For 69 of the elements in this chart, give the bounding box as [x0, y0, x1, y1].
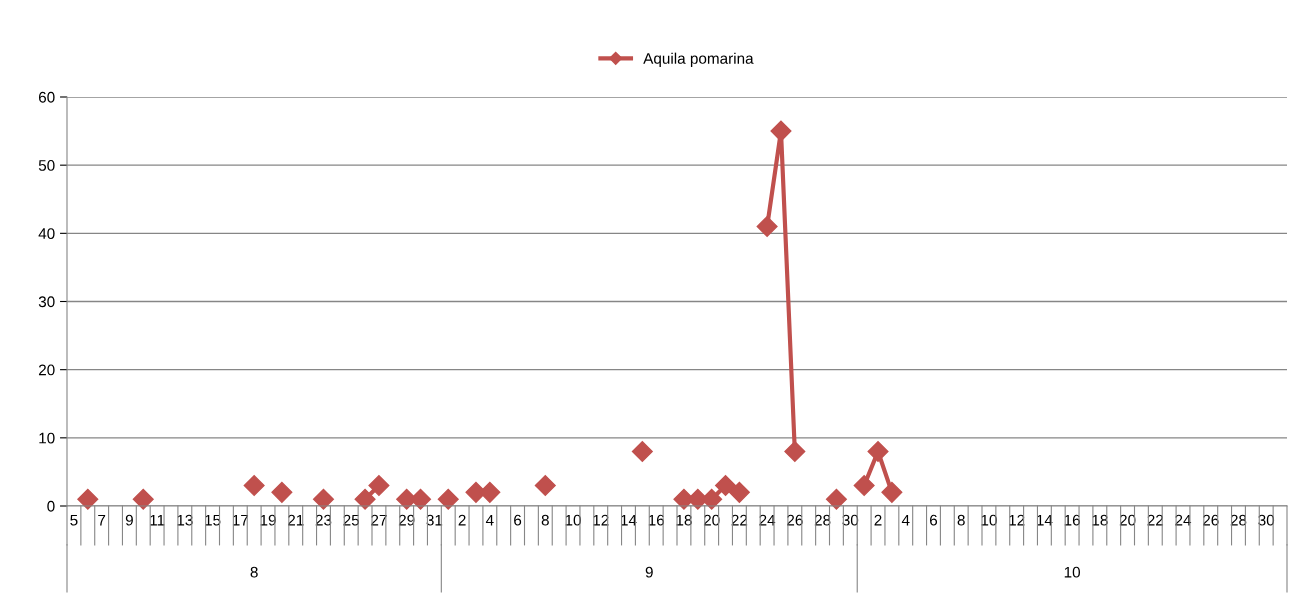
x-tick-label: 26 [787, 514, 803, 526]
point [243, 475, 265, 497]
point [312, 488, 334, 510]
x-tick-label: 2 [874, 514, 882, 526]
point [853, 475, 875, 497]
x-tick-label: 10 [565, 514, 581, 526]
x-tick-label: 26 [1203, 514, 1219, 526]
x-tick-label: 13 [177, 514, 193, 526]
point [770, 120, 792, 142]
x-tick-label: 8 [957, 514, 965, 526]
point [715, 475, 737, 497]
x-tick-label: 24 [1175, 514, 1192, 526]
x-tick-label: 10 [981, 514, 997, 526]
y-tick-label: 20 [38, 364, 55, 376]
x-tick-label: 21 [288, 514, 304, 526]
x-tick-label: 19 [260, 514, 276, 526]
y-tick-label: 30 [38, 296, 55, 308]
point [631, 440, 653, 462]
x-tick-label: 16 [1064, 514, 1080, 526]
x-tick-label: 14 [1037, 514, 1053, 526]
point [132, 488, 154, 510]
x-tick-label: 27 [371, 514, 387, 526]
point [784, 440, 806, 462]
x-tick-label: 4 [901, 514, 910, 526]
text: 8 [250, 566, 258, 578]
text: 10 [1064, 566, 1081, 578]
y-tick-label: 50 [38, 160, 55, 171]
legend-label: Aquila pomarina [643, 52, 754, 67]
x-tick-label: 30 [1258, 514, 1275, 526]
text: 9 [645, 566, 653, 578]
point [728, 481, 750, 503]
x-tick-label: 7 [98, 514, 106, 526]
x-tick-label: 24 [759, 514, 776, 526]
x-tick-label: 18 [1092, 514, 1108, 526]
point [534, 475, 556, 497]
x-tick-label: 12 [593, 514, 609, 526]
x-tick-label: 14 [621, 514, 637, 526]
x-tick-label: 30 [842, 514, 859, 526]
x-tick-label: 2 [458, 514, 466, 526]
x-tick-label: 12 [1009, 514, 1025, 526]
x-tick-label: 11 [150, 514, 165, 526]
x-tick-label: 6 [930, 514, 938, 526]
point [437, 488, 459, 510]
point [77, 488, 99, 510]
x-tick-label: 17 [232, 514, 249, 526]
point [271, 481, 293, 503]
y-tick-label: 40 [38, 228, 55, 240]
y-tick-label: 60 [38, 91, 55, 103]
point [354, 488, 376, 510]
point [701, 488, 723, 510]
x-tick-label: 29 [398, 514, 415, 526]
x-tick-label: 9 [125, 514, 133, 526]
point [368, 475, 390, 497]
y-tick-label: 0 [47, 500, 55, 512]
x-tick-label: 6 [514, 514, 522, 526]
y-tick-label: 10 [39, 432, 55, 444]
point [756, 216, 778, 238]
x-tick-label: 8 [541, 514, 549, 526]
point [881, 481, 903, 503]
x-tick-label: 16 [648, 514, 665, 526]
x-tick-label: 4 [485, 514, 494, 526]
x-tick-label: 5 [70, 514, 78, 526]
point [825, 488, 847, 510]
x-tick-label: 18 [676, 514, 692, 526]
x-tick-label: 20 [703, 514, 720, 526]
x-tick-label: 22 [1147, 514, 1164, 526]
x-tick-label: 25 [343, 514, 360, 526]
point [867, 440, 889, 462]
point [410, 488, 432, 510]
